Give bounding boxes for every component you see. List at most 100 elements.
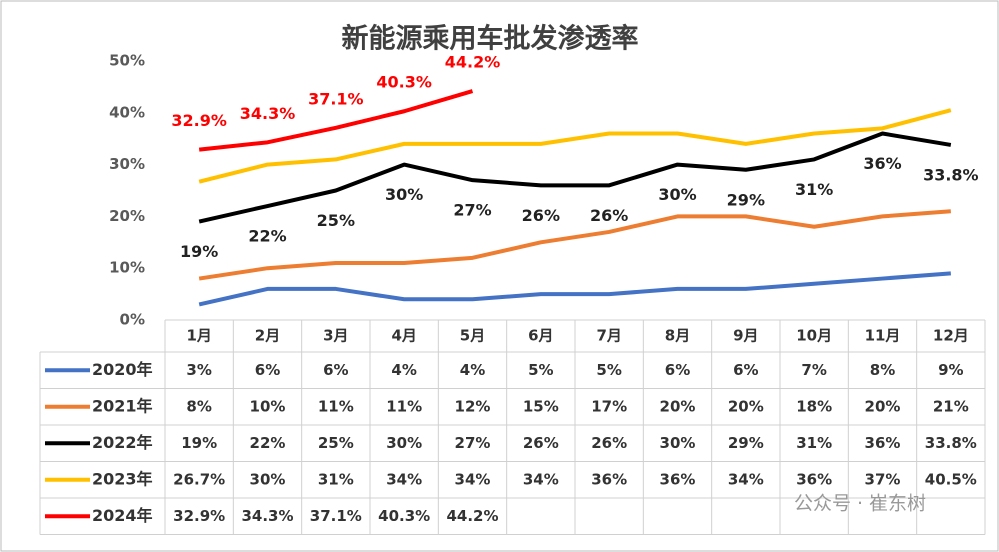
data-label: 29% xyxy=(727,190,765,209)
series-line xyxy=(198,89,474,152)
table-cell: 3% xyxy=(186,361,211,379)
data-label: 40.3% xyxy=(376,73,432,92)
table-cell: 25% xyxy=(318,434,354,452)
y-tick-label: 40% xyxy=(109,103,145,121)
table-cell: 30% xyxy=(660,434,696,452)
data-label: 30% xyxy=(385,185,423,204)
table-cell: 31% xyxy=(796,434,832,452)
table-cell: 15% xyxy=(523,397,559,415)
chart-title: 新能源乘用车批发渗透率 xyxy=(342,23,639,55)
table-cell: 9% xyxy=(938,361,963,379)
legend-label: 2021年 xyxy=(92,396,153,415)
table-cell: 36% xyxy=(591,470,627,488)
table-cell: 30% xyxy=(250,470,286,488)
table-cell: 44.2% xyxy=(446,507,498,525)
x-tick-label: 7月 xyxy=(596,327,621,345)
data-label: 25% xyxy=(317,211,355,230)
table-cell: 7% xyxy=(801,361,826,379)
table-cell: 11% xyxy=(386,397,422,415)
table-cell: 17% xyxy=(591,397,627,415)
x-tick-label: 4月 xyxy=(391,327,416,345)
table-cell: 34% xyxy=(728,470,764,488)
table-cell: 32.9% xyxy=(173,507,225,525)
table-cell: 20% xyxy=(865,397,901,415)
series-line xyxy=(198,131,952,224)
table-cell: 21% xyxy=(933,397,969,415)
x-tick-label: 2月 xyxy=(255,327,280,345)
table-cell: 6% xyxy=(665,361,690,379)
table-cell: 26% xyxy=(591,434,627,452)
table-cell: 19% xyxy=(181,434,217,452)
table-cell: 34.3% xyxy=(241,507,293,525)
data-label: 33.8% xyxy=(923,165,979,184)
data-label: 22% xyxy=(248,227,286,246)
table-cell: 36% xyxy=(796,470,832,488)
data-label: 44.2% xyxy=(445,53,501,72)
table-cell: 18% xyxy=(796,397,832,415)
x-tick-label: 10月 xyxy=(796,327,832,345)
watermark: 公众号 · 崔东树 xyxy=(794,493,926,515)
data-label: 31% xyxy=(795,180,833,199)
legend-label: 2023年 xyxy=(92,469,153,488)
table-cell: 29% xyxy=(728,434,764,452)
table-cell: 31% xyxy=(318,470,354,488)
y-tick-label: 0% xyxy=(120,311,145,329)
table-cell: 6% xyxy=(733,361,758,379)
table-cell: 34% xyxy=(455,470,491,488)
y-tick-label: 30% xyxy=(109,155,145,173)
data-label: 19% xyxy=(180,242,218,261)
table-cell: 40.3% xyxy=(378,507,430,525)
data-label: 26% xyxy=(522,206,560,225)
table-cell: 20% xyxy=(660,397,696,415)
table-cell: 26% xyxy=(523,434,559,452)
x-tick-label: 9月 xyxy=(733,327,758,345)
x-tick-label: 5月 xyxy=(460,327,485,345)
table-cell: 4% xyxy=(391,361,416,379)
x-tick-label: 6月 xyxy=(528,327,553,345)
table-cell: 10% xyxy=(250,397,286,415)
legend-label: 2020年 xyxy=(92,360,153,379)
series-line xyxy=(198,209,951,281)
x-tick-label: 8月 xyxy=(665,327,690,345)
table-cell: 34% xyxy=(386,470,422,488)
table-cell: 6% xyxy=(323,361,348,379)
series-line xyxy=(198,108,952,184)
table-cell: 12% xyxy=(455,397,491,415)
data-label: 30% xyxy=(658,185,696,204)
table-cell: 27% xyxy=(455,434,491,452)
legend-label: 2024年 xyxy=(92,506,153,525)
series-line xyxy=(198,271,951,307)
table-cell: 8% xyxy=(870,361,895,379)
data-label: 26% xyxy=(590,206,628,225)
table-cell: 4% xyxy=(460,361,485,379)
table-cell: 5% xyxy=(596,361,621,379)
x-tick-label: 3月 xyxy=(323,327,348,345)
legend-label: 2022年 xyxy=(92,433,153,452)
data-label: 37.1% xyxy=(308,89,364,108)
x-tick-label: 1月 xyxy=(186,327,211,345)
x-tick-label: 12月 xyxy=(933,327,969,345)
data-label: 36% xyxy=(863,154,901,173)
table-cell: 37% xyxy=(865,470,901,488)
table-cell: 40.5% xyxy=(925,470,977,488)
data-label: 27% xyxy=(453,201,491,220)
y-tick-label: 50% xyxy=(109,52,145,70)
x-tick-label: 11月 xyxy=(865,327,901,345)
y-tick-label: 20% xyxy=(109,207,145,225)
table-cell: 5% xyxy=(528,361,553,379)
table-cell: 36% xyxy=(660,470,696,488)
table-cell: 36% xyxy=(865,434,901,452)
table-cell: 22% xyxy=(250,434,286,452)
data-label: 32.9% xyxy=(171,111,227,130)
table-cell: 30% xyxy=(386,434,422,452)
data-label: 34.3% xyxy=(240,104,296,123)
table-cell: 6% xyxy=(255,361,280,379)
table-cell: 26.7% xyxy=(173,470,225,488)
table-cell: 8% xyxy=(186,397,211,415)
table-cell: 20% xyxy=(728,397,764,415)
table-cell: 37.1% xyxy=(310,507,362,525)
y-tick-label: 10% xyxy=(109,259,145,277)
table-cell: 33.8% xyxy=(925,434,977,452)
